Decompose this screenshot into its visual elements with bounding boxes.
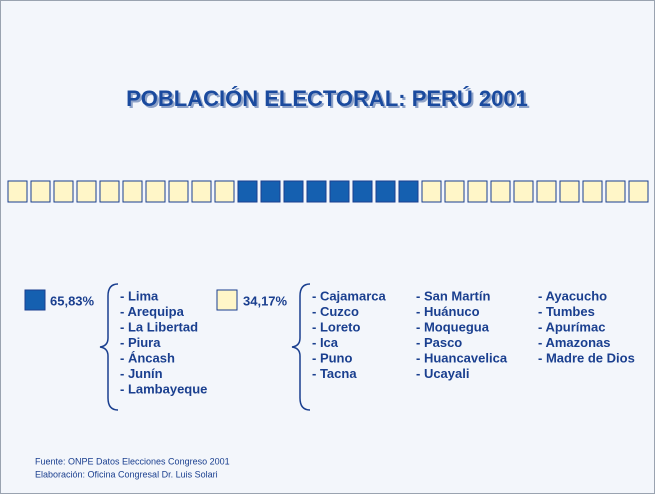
lists: 65,83% - Lima- Arequipa- La Libertad- Piu…	[50, 288, 635, 396]
region: - Loreto	[312, 319, 360, 334]
square-row	[7, 180, 649, 203]
square	[122, 180, 143, 203]
square	[490, 180, 511, 203]
square	[237, 180, 258, 203]
square	[421, 180, 442, 203]
square	[260, 180, 281, 203]
percent: 34,17%	[243, 293, 288, 308]
region: - Cajamarca	[312, 288, 386, 303]
region: - Ucayali	[416, 366, 469, 381]
brace	[291, 283, 311, 411]
region: - Cuzco	[312, 304, 359, 319]
region: - La Libertad	[120, 319, 198, 334]
title: POBLACIÓN ELECTORAL: PERÚ 2001	[126, 86, 528, 111]
legend-swatch-blue	[24, 289, 46, 311]
legend-swatch-light	[216, 289, 238, 311]
square	[329, 180, 350, 203]
percent: 65,83%	[50, 293, 95, 308]
region: - Tacna	[312, 366, 357, 381]
square	[605, 180, 626, 203]
title-shadow: POBLACIÓN ELECTORAL: PERÚ 2001	[128, 88, 530, 113]
region: - Pasco	[416, 335, 462, 350]
square	[352, 180, 373, 203]
region: - Piura	[120, 335, 161, 350]
square	[214, 180, 235, 203]
square	[191, 180, 212, 203]
square	[513, 180, 534, 203]
square	[30, 180, 51, 203]
square	[306, 180, 327, 203]
square	[375, 180, 396, 203]
square	[467, 180, 488, 203]
square	[145, 180, 166, 203]
region: - Moquegua	[416, 319, 490, 334]
square	[99, 180, 120, 203]
region: - Tumbes	[538, 304, 595, 319]
region: - Puno	[312, 350, 352, 365]
square	[7, 180, 28, 203]
square	[76, 180, 97, 203]
region: - Lima	[120, 288, 159, 303]
region: - Huánuco	[416, 304, 480, 319]
square	[283, 180, 304, 203]
square	[536, 180, 557, 203]
footer-line: Elaboración: Oficina Congresal Dr. Luis …	[35, 469, 218, 479]
region: - Junín	[120, 366, 163, 381]
square	[582, 180, 603, 203]
region: - San Martín	[416, 288, 490, 303]
square	[559, 180, 580, 203]
region: - Apurímac	[538, 319, 605, 334]
square	[398, 180, 419, 203]
region: - Madre de Dios	[538, 350, 635, 365]
region: - Áncash	[120, 350, 175, 365]
region: - Arequipa	[120, 304, 185, 319]
square	[168, 180, 189, 203]
region: - Lambayeque	[120, 381, 207, 396]
square	[628, 180, 649, 203]
region: - Huancavelica	[416, 350, 508, 365]
footer-line: Fuente: ONPE Datos Elecciones Congreso 2…	[35, 456, 230, 466]
region: - Amazonas	[538, 335, 610, 350]
brace	[99, 283, 119, 411]
region: - Ayacucho	[538, 288, 607, 303]
region: - Ica	[312, 335, 339, 350]
square	[53, 180, 74, 203]
square	[444, 180, 465, 203]
